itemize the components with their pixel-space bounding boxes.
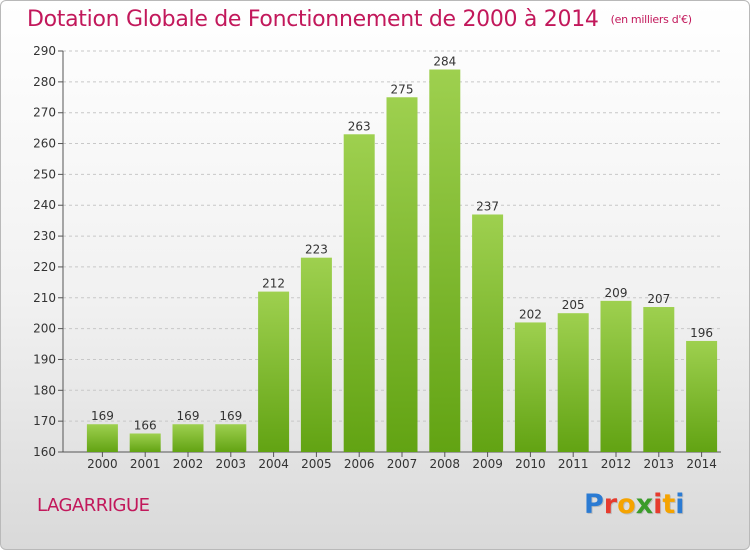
data-label: 263 (348, 119, 371, 133)
data-label: 169 (219, 409, 242, 423)
logo-letter: x (635, 489, 654, 520)
bar (215, 424, 247, 452)
data-label: 205 (562, 298, 585, 312)
bar (258, 291, 290, 452)
bar (643, 307, 675, 452)
y-tick-label: 280 (33, 75, 56, 89)
bar (557, 313, 589, 452)
data-label: 237 (476, 199, 499, 213)
x-tick-label: 2007 (387, 457, 418, 471)
x-tick-label: 2008 (430, 457, 461, 471)
bar (300, 257, 332, 452)
data-label: 166 (134, 418, 157, 432)
y-tick-label: 160 (33, 445, 56, 459)
data-label: 196 (690, 326, 713, 340)
bar (514, 322, 546, 452)
data-label: 223 (305, 243, 328, 257)
data-label: 209 (605, 286, 628, 300)
x-tick-label: 2009 (472, 457, 503, 471)
logo-letter: o (617, 489, 636, 520)
data-label: 212 (262, 277, 285, 291)
data-label: 169 (177, 409, 200, 423)
data-label: 275 (391, 82, 414, 96)
y-tick-label: 190 (33, 352, 56, 366)
data-label: 202 (519, 307, 542, 321)
data-label: 207 (647, 292, 670, 306)
x-tick-label: 2001 (130, 457, 161, 471)
bar (343, 134, 375, 453)
chart-subtitle: (en milliers d'€) (610, 13, 692, 26)
x-tick-label: 2010 (515, 457, 546, 471)
y-tick-label: 200 (33, 322, 56, 336)
y-tick-label: 230 (33, 229, 56, 243)
logo-letter: t (662, 489, 676, 520)
data-label: 284 (433, 55, 456, 69)
x-tick-label: 2004 (258, 457, 289, 471)
proxiti-logo: Proxiti (584, 489, 685, 520)
bar (472, 214, 504, 452)
bar (429, 69, 461, 452)
bar (86, 424, 118, 452)
chart-title: Dotation Globale de Fonctionnement de 20… (27, 7, 692, 32)
data-label: 169 (91, 409, 114, 423)
y-tick-label: 240 (33, 198, 56, 212)
x-axis-ticks: 2000 2001 2002 2003 2004 2005 2006 2007 2008 2009… (87, 452, 717, 471)
y-tick-label: 220 (33, 260, 56, 274)
y-tick-label: 250 (33, 167, 56, 181)
logo-letter: i (653, 489, 663, 520)
x-tick-label: 2012 (601, 457, 632, 471)
logo-letter: P (584, 489, 604, 520)
bar (129, 433, 161, 452)
x-tick-label: 2011 (558, 457, 589, 471)
y-tick-label: 180 (33, 383, 56, 397)
y-tick-label: 290 (33, 44, 56, 58)
logo-letter: r (603, 489, 618, 520)
bar (386, 97, 418, 453)
y-tick-label: 260 (33, 137, 56, 151)
y-tick-label: 210 (33, 291, 56, 305)
bar (172, 424, 204, 452)
x-tick-label: 2003 (216, 457, 247, 471)
x-tick-label: 2005 (301, 457, 332, 471)
x-tick-label: 2014 (686, 457, 717, 471)
x-tick-label: 2000 (87, 457, 118, 471)
x-tick-label: 2006 (344, 457, 375, 471)
x-tick-label: 2002 (173, 457, 204, 471)
x-tick-label: 2013 (644, 457, 675, 471)
logo-letter: i (675, 489, 685, 520)
y-tick-label: 170 (33, 414, 56, 428)
commune-name: LAGARRIGUE (37, 495, 150, 516)
bars (86, 69, 718, 453)
bar (600, 300, 632, 452)
y-axis-ticks: 160 170 180 190 200 210 220 230 240 250 260 270 280 2… (33, 44, 721, 459)
bar (686, 340, 718, 452)
y-tick-label: 270 (33, 106, 56, 120)
data-labels: 169 166 169 169 212 223 263 275 284 237 202 205 209 2… (91, 55, 713, 433)
